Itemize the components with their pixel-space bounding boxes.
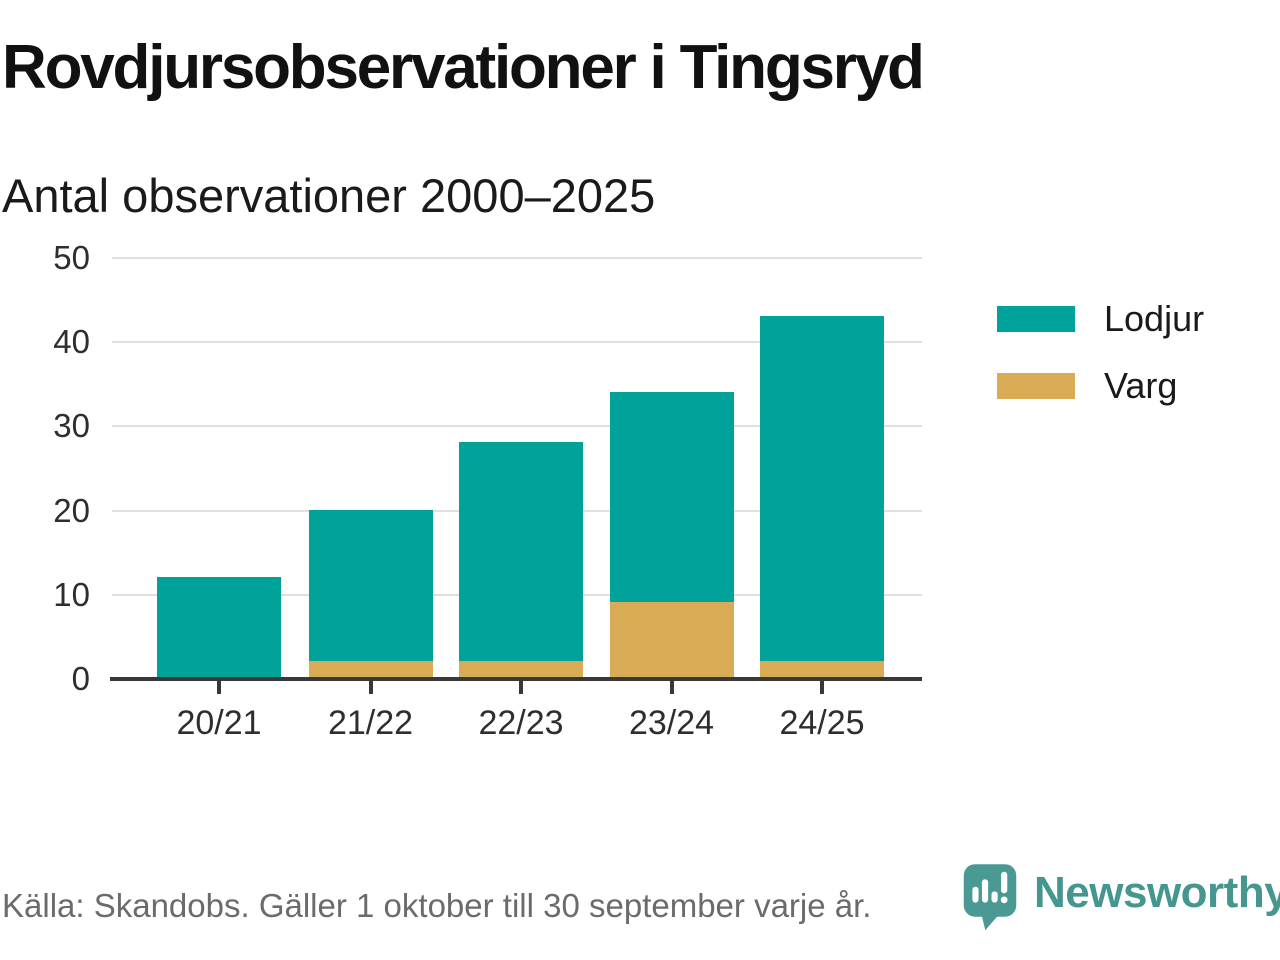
legend-item-varg: Varg <box>997 368 1204 404</box>
bar-23-24-varg <box>609 602 734 678</box>
newsworthy-logo-text: Newsworthy <box>1034 868 1280 917</box>
y-axis-label-20: 20 <box>53 491 90 529</box>
x-axis-tick-21-22 <box>368 681 373 694</box>
legend-label-lodjur: Lodjur <box>1104 298 1205 339</box>
x-axis-tick-23-24 <box>669 681 674 694</box>
x-axis-line <box>110 677 922 681</box>
y-axis-label-50: 50 <box>53 239 90 276</box>
y-axis-label-10: 10 <box>53 575 90 613</box>
x-axis-tick-24-25 <box>820 681 824 694</box>
gridline-50 <box>112 257 922 259</box>
newsworthy-logo-icon <box>963 864 1017 931</box>
legend-swatch-lodjur <box>997 306 1075 332</box>
bar-20-21-lodjur <box>157 577 281 678</box>
legend-swatch-varg <box>997 373 1075 399</box>
bar-21-22-varg <box>308 661 433 678</box>
x-axis-tick-20-21 <box>217 681 221 694</box>
x-axis-label-24-25: 24/25 <box>779 704 865 742</box>
x-axis-label-20-21: 20/21 <box>176 704 262 742</box>
x-axis-label-23-24: 23/24 <box>628 704 715 742</box>
gridline-40 <box>112 341 922 344</box>
legend-item-lodjur: Lodjur <box>997 301 1204 337</box>
bar-22-23-varg <box>459 661 583 678</box>
bar-23-24-lodjur <box>609 391 734 603</box>
chart-title: Rovdjursobservationer i Tingsryd <box>2 33 925 102</box>
legend: Lodjur Varg <box>997 301 1204 435</box>
gridline-30 <box>112 425 922 428</box>
x-axis-label-21-22: 21/22 <box>327 704 414 742</box>
chart-subtitle: Antal observationer 2000–2025 <box>2 169 656 222</box>
bar-24-25-varg <box>760 661 884 678</box>
bar-24-25-lodjur <box>760 315 884 662</box>
x-axis-tick-22-23 <box>519 681 523 694</box>
y-axis-label-40: 40 <box>53 323 90 361</box>
legend-label-varg: Varg <box>1104 365 1178 406</box>
y-axis-label-0: 0 <box>71 660 90 697</box>
bar-22-23-lodjur <box>459 442 583 662</box>
y-axis-label-30: 30 <box>53 407 90 445</box>
source-note: Källa: Skandobs. Gäller 1 oktober till 3… <box>2 887 872 924</box>
bar-21-22-lodjur <box>308 509 433 662</box>
x-axis-label-22-23: 22/23 <box>478 704 564 742</box>
